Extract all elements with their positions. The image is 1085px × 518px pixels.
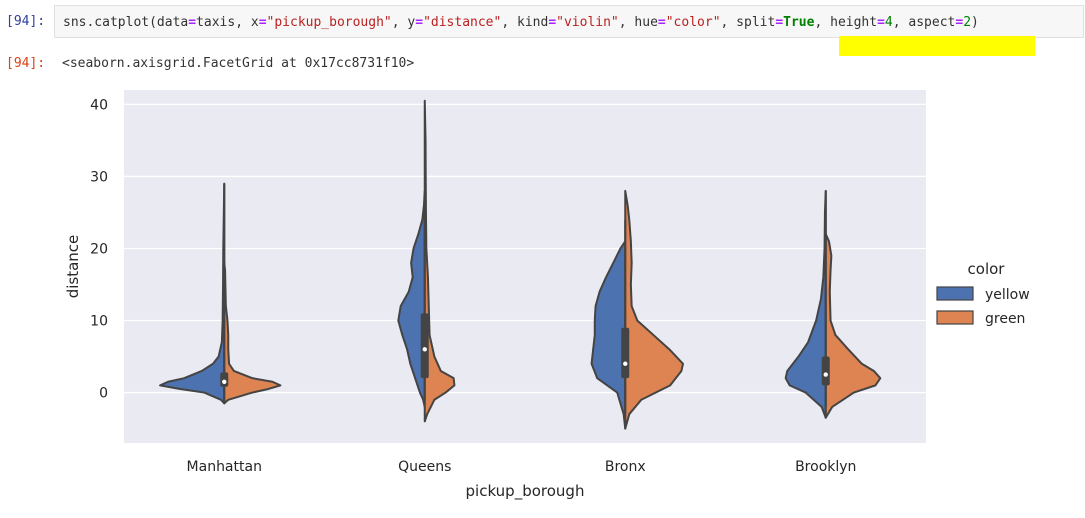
violin-median-dot [623,361,628,366]
code-token: "pickup_borough" [266,15,392,30]
x-tick-label: Bronx [605,459,646,475]
y-tick-label: 40 [90,97,108,113]
code-token: , aspect [892,15,956,30]
code-token: = [548,15,557,30]
y-tick-label: 10 [90,314,108,330]
y-axis-label: distance [64,235,82,299]
y-tick-label: 30 [90,169,108,185]
legend-swatch-yellow [936,286,974,301]
violin-half-yellow [159,182,226,405]
code-token: = [415,15,424,30]
code-token: "distance" [423,15,502,30]
violin-half-yellow [397,189,426,408]
code-token: ) [971,15,979,30]
code-line[interactable]: sns.catplot(data=taxis, x="pickup_boroug… [63,15,979,30]
code-token: = [258,15,267,30]
violin-half-green [624,189,684,430]
violin-iqr-box [621,327,630,379]
violin-median-dot [422,347,427,352]
x-tick-label: Manhattan [187,459,262,475]
code-token: = [657,15,666,30]
output-prompt: [94]: [6,56,46,71]
code-token: 2 [963,15,972,30]
code-token: 4 [884,15,893,30]
code-token: taxis, x [196,15,259,30]
x-tick-label: Brooklyn [795,459,856,475]
legend-swatch-green [936,310,974,325]
code-token: = [775,15,784,30]
code-token: sns.catplot(data [63,15,189,30]
violin-half-green [423,99,456,423]
violin-iqr-box [821,356,830,386]
y-tick-label: 20 [90,241,108,257]
violin-half-green [824,233,882,419]
violin-median-dot [823,372,828,377]
legend-label-green: green [985,311,1025,327]
code-token: , hue [618,15,658,30]
x-axis-label: pickup_borough [466,482,585,501]
code-token: "violin" [556,15,619,30]
code-token: = [955,15,964,30]
violin-half-yellow [590,240,627,430]
code-token: "color" [665,15,721,30]
legend-title: color [968,260,1006,278]
y-tick-label: 0 [99,386,108,402]
code-token: , y [391,15,416,30]
code-input-area[interactable]: sns.catplot(data=taxis, x="pickup_boroug… [54,5,1084,38]
input-prompt: [94]: [6,14,46,29]
code-token: , height [814,15,878,30]
code-token: True [783,15,815,30]
highlight-mark [839,36,1035,56]
code-token: = [188,15,197,30]
violin-half-green [223,261,282,405]
violin-iqr-box [420,313,429,379]
code-token: , split [720,15,776,30]
code-token: , kind [501,15,549,30]
legend-label-yellow: yellow [985,287,1030,303]
output-text: <seaborn.axisgrid.FacetGrid at 0x17cc873… [62,56,415,71]
x-tick-label: Queens [398,459,451,475]
code-token: = [877,15,885,30]
violin-median-dot [222,379,227,384]
